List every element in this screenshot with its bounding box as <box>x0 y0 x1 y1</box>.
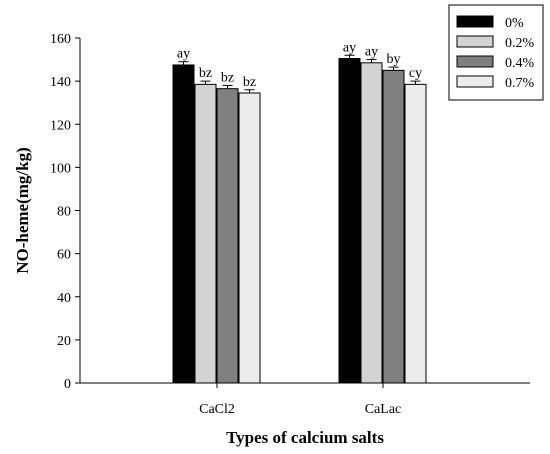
x-category-label: CaLac <box>365 402 402 417</box>
significance-label: ay <box>343 40 356 55</box>
legend-label: 0.7% <box>505 76 535 91</box>
x-axis-title: Types of calcium salts <box>226 428 384 447</box>
legend: 0% 0.2% 0.4% 0.7% <box>448 4 544 101</box>
legend-swatch <box>456 75 494 88</box>
legend-swatch <box>456 35 494 48</box>
y-tick-label: 40 <box>57 291 71 306</box>
significance-label: ay <box>365 45 378 60</box>
x-category-label: CaCl2 <box>199 402 235 417</box>
bar-cacl2-3 <box>216 88 239 384</box>
significance-label: bz <box>199 66 212 81</box>
y-tick-label: 140 <box>50 75 71 90</box>
bar-cacl2-1 <box>172 64 195 384</box>
y-tick-label: 20 <box>57 334 71 349</box>
y-axis-title: NO-heme(mg/kg) <box>13 147 32 274</box>
bar-calac-2 <box>360 62 383 384</box>
y-tick-label: 80 <box>57 205 71 220</box>
significance-label: bz <box>243 75 256 90</box>
bar-cacl2-2 <box>194 83 217 384</box>
legend-label: 0.2% <box>505 36 535 51</box>
x-axis-categories: CaCl2 CaLac <box>199 383 401 417</box>
legend-label: 0% <box>505 16 524 31</box>
significance-label: ay <box>177 47 190 62</box>
y-axis-ticks: 0 20 40 60 80 100 120 140 160 <box>50 32 80 392</box>
significance-label: bz <box>221 70 234 85</box>
significance-label: by <box>387 52 401 67</box>
bar-calac-3 <box>382 69 405 384</box>
legend-swatch <box>456 15 494 28</box>
significance-label: cy <box>409 66 422 81</box>
bar-cacl2-4 <box>238 92 261 384</box>
bar-calac-1 <box>338 57 361 384</box>
legend-label: 0.4% <box>505 56 535 71</box>
y-tick-label: 120 <box>50 118 71 133</box>
y-tick-label: 60 <box>57 248 71 263</box>
y-tick-label: 160 <box>50 32 71 47</box>
y-tick-label: 100 <box>50 161 71 176</box>
bar-calac-4 <box>404 83 427 384</box>
y-tick-label: 0 <box>64 377 71 392</box>
legend-swatch <box>456 55 494 68</box>
